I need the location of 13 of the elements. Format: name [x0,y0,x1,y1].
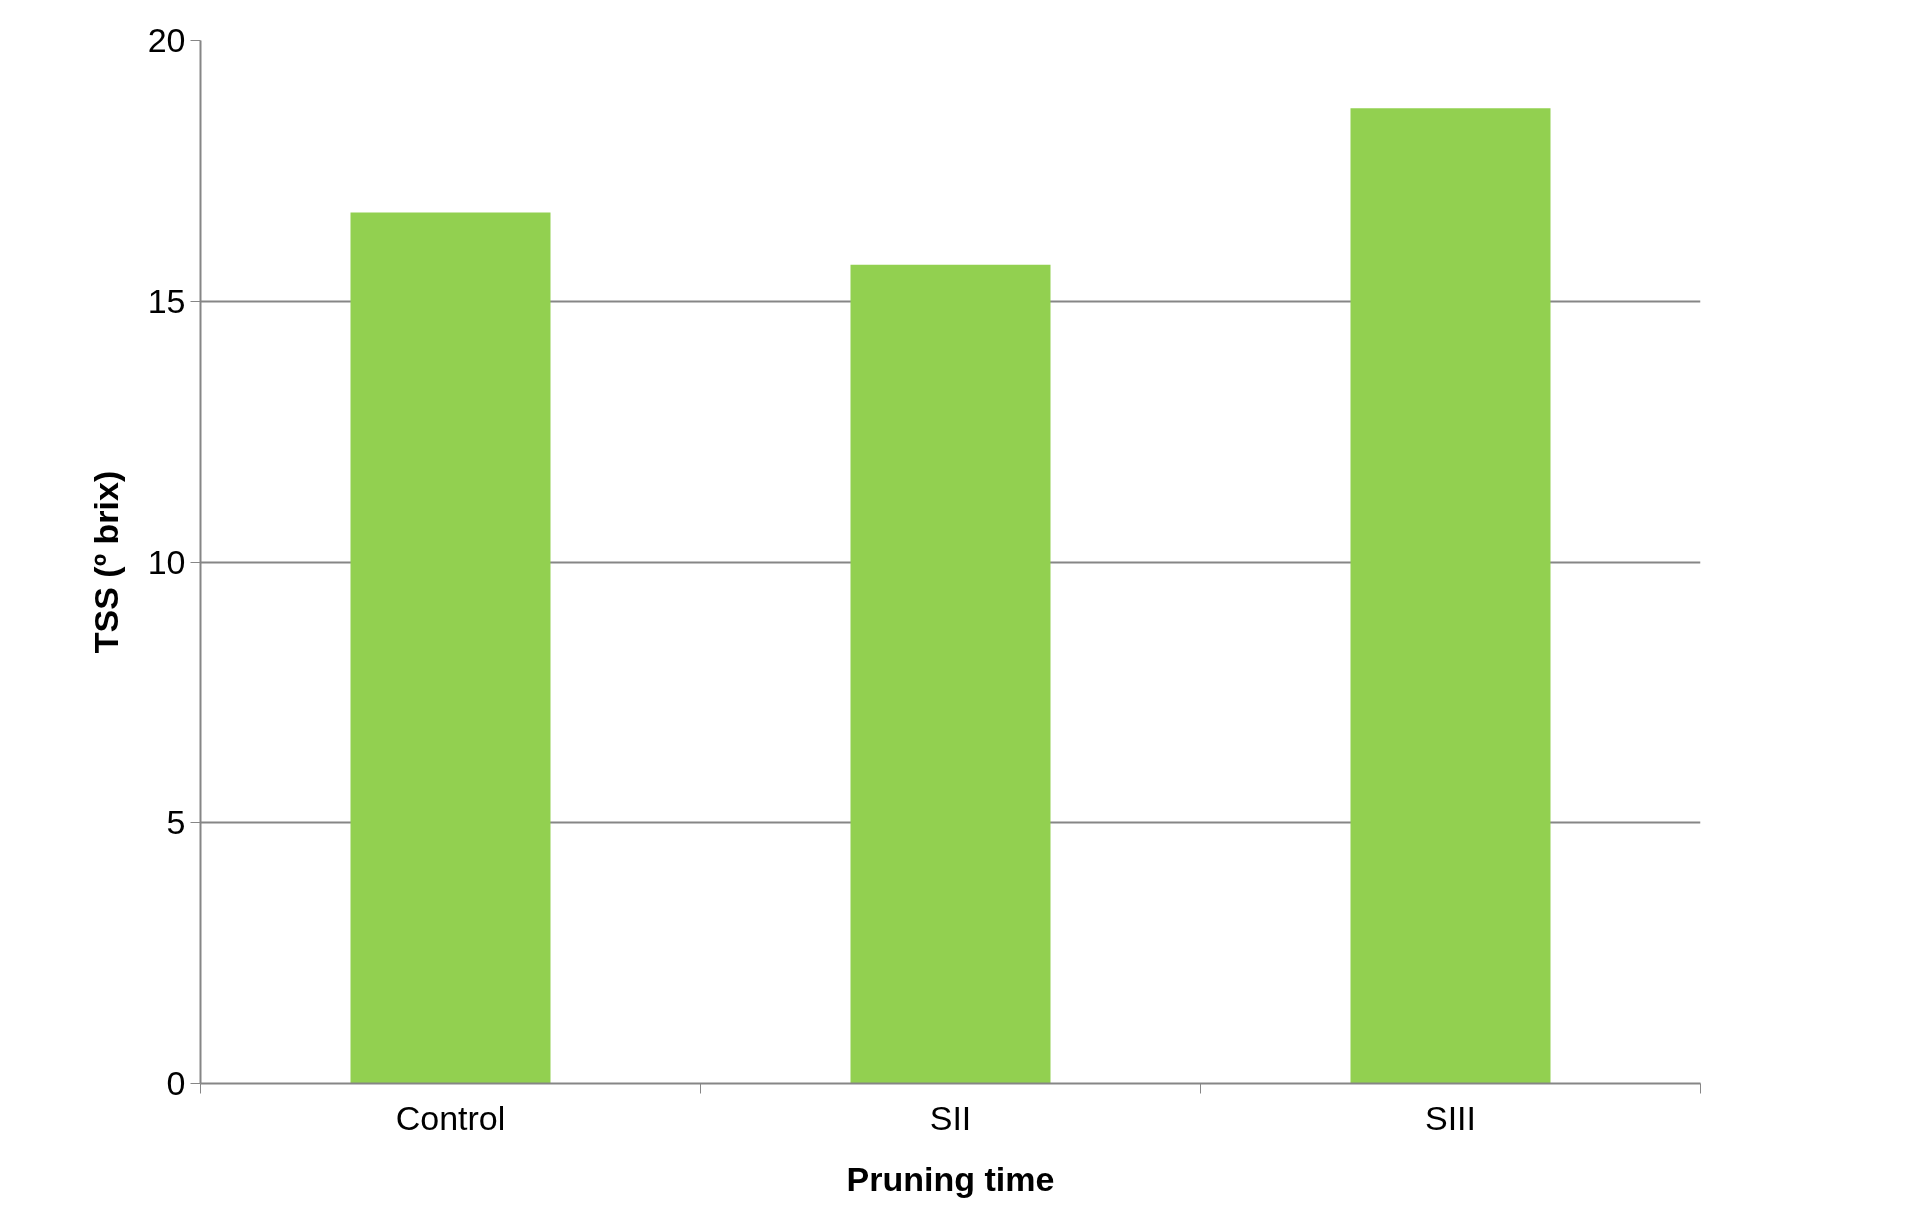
y-tick-label: 0 [166,1064,186,1102]
bar [350,212,551,1084]
y-tick-label: 5 [166,803,186,842]
x-axis-title: Pruning time [846,1159,1055,1198]
y-axis-title: TSS (º brix) [86,470,125,654]
y-tick-label: 20 [147,21,186,59]
y-tick-label: 10 [147,542,186,581]
x-tick-label: Control [395,1098,506,1137]
x-tick-label: SII [929,1098,972,1137]
bar [1350,108,1551,1084]
bar [850,264,1051,1084]
y-tick-label: 15 [147,281,186,320]
x-tick-label: SIII [1424,1098,1477,1137]
